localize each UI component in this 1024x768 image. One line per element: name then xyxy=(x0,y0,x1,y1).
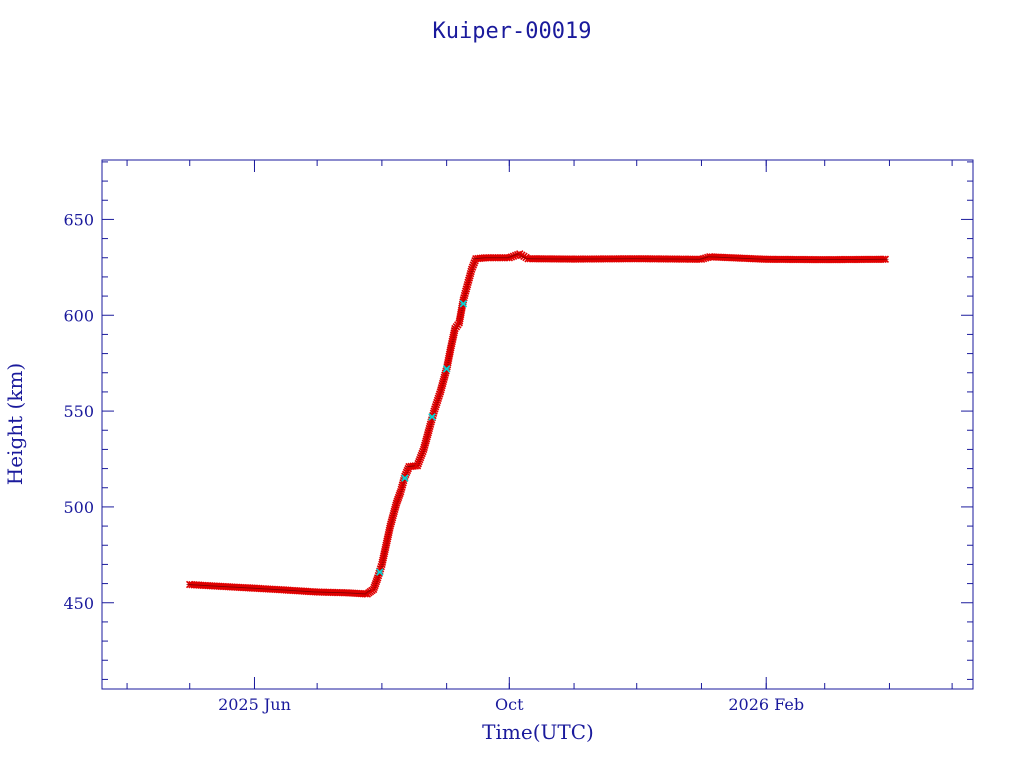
y-tick-label: 450 xyxy=(63,594,94,613)
x-tick-label: Oct xyxy=(495,695,524,714)
y-axis-label: Height (km) xyxy=(3,363,27,485)
data-point xyxy=(881,255,890,264)
chart-title: Kuiper-00019 xyxy=(433,19,592,44)
axis-ticks: 450 500 550 600 650 2025 Jun Oct 2026 Feb xyxy=(63,160,973,714)
plot-frame xyxy=(101,159,974,690)
data-point xyxy=(442,365,451,373)
data-points xyxy=(185,250,890,598)
x-axis-label: Time(UTC) xyxy=(482,720,594,744)
y-tick-label: 550 xyxy=(63,402,94,421)
y-tick-label: 650 xyxy=(63,210,94,229)
data-point xyxy=(401,474,409,482)
data-point xyxy=(376,568,384,576)
x-tick-label: 2026 Feb xyxy=(728,695,804,714)
data-point xyxy=(428,413,436,421)
y-tick-label: 500 xyxy=(63,498,94,517)
x-tick-label: 2025 Jun xyxy=(218,695,291,714)
data-point xyxy=(459,299,468,308)
y-tick-label: 600 xyxy=(63,306,94,325)
